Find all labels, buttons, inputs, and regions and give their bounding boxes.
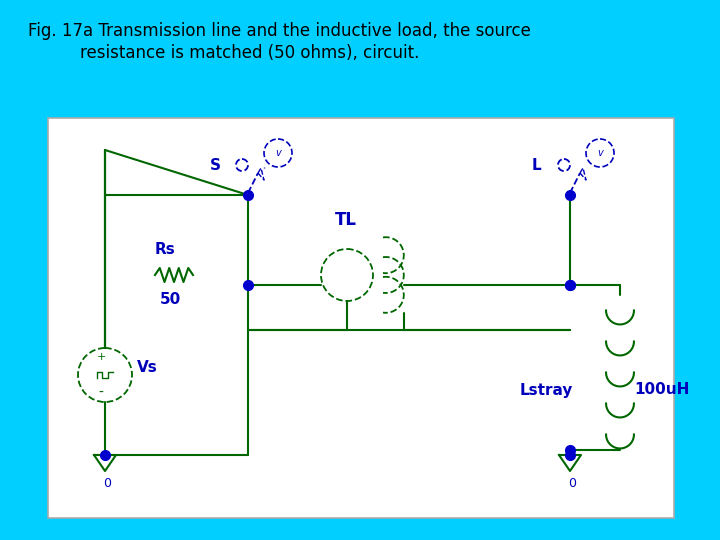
Text: Rs: Rs xyxy=(155,242,176,258)
Text: S: S xyxy=(210,158,221,172)
Text: 0: 0 xyxy=(568,477,576,490)
Text: Fig. 17a Transmission line and the inductive load, the source: Fig. 17a Transmission line and the induc… xyxy=(28,22,531,40)
Text: v: v xyxy=(597,148,603,158)
Bar xyxy=(48,118,674,518)
Text: Vs: Vs xyxy=(137,360,158,375)
Text: 0: 0 xyxy=(103,477,111,490)
Text: +: + xyxy=(96,352,106,362)
Text: resistance is matched (50 ohms), circuit.: resistance is matched (50 ohms), circuit… xyxy=(80,44,419,62)
Text: TL: TL xyxy=(335,211,357,229)
Circle shape xyxy=(586,139,614,167)
Circle shape xyxy=(264,139,292,167)
Text: L: L xyxy=(532,158,541,172)
Text: Lstray: Lstray xyxy=(520,382,573,397)
Text: -: - xyxy=(99,386,104,400)
Text: 50: 50 xyxy=(160,293,181,307)
Text: 100uH: 100uH xyxy=(634,382,689,397)
Text: v: v xyxy=(275,148,281,158)
